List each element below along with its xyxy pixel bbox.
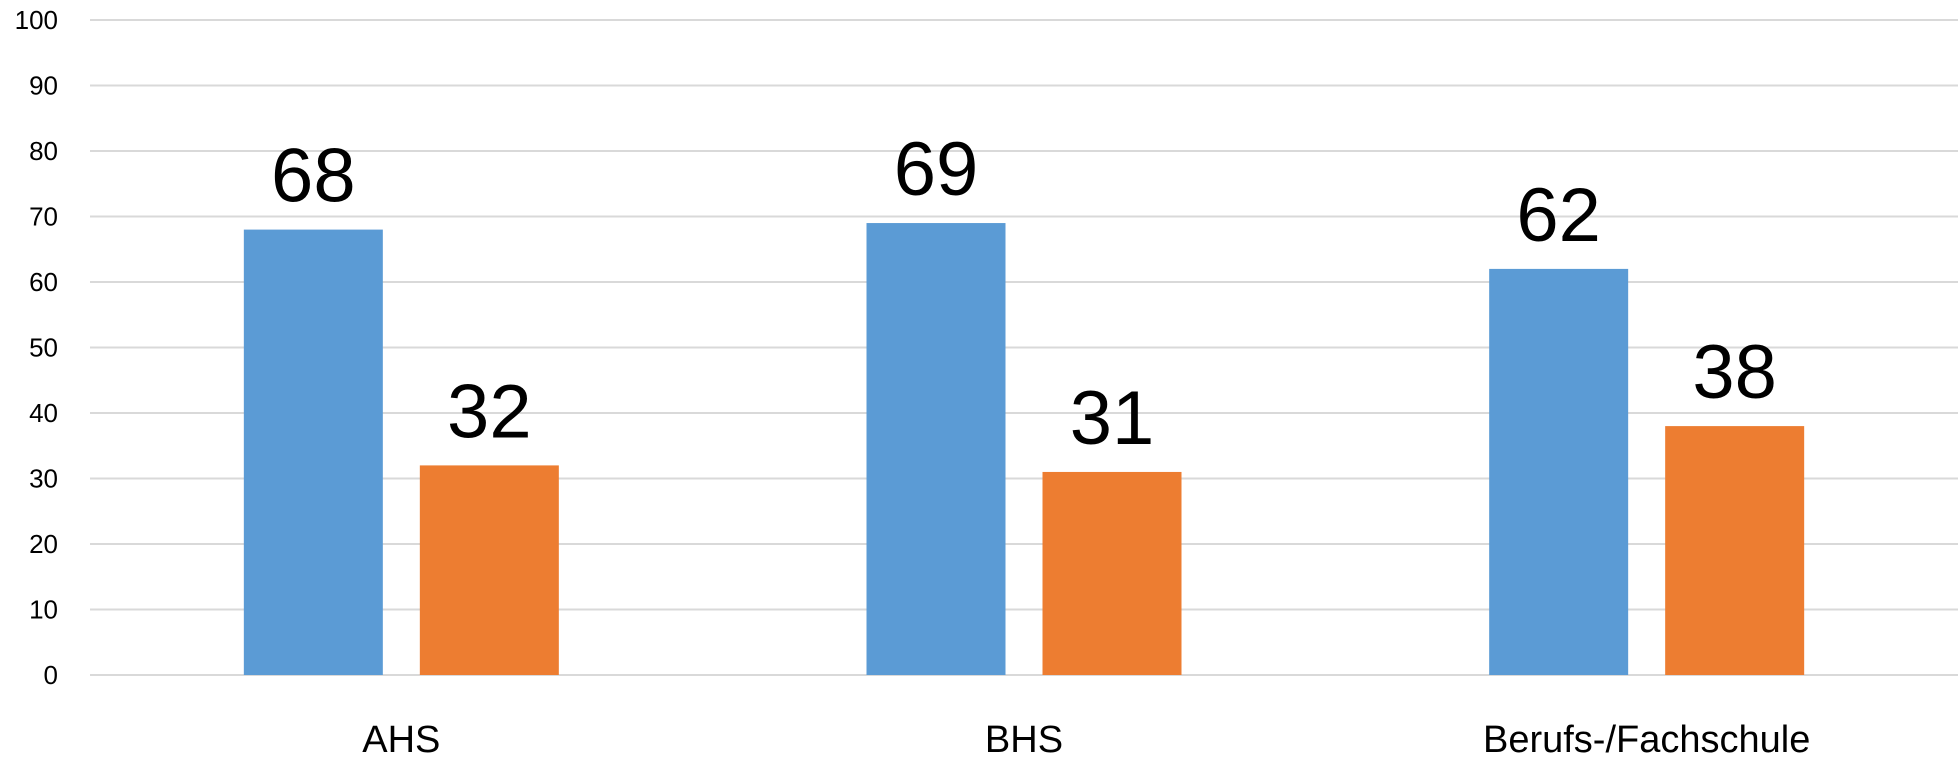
data-label: 69: [894, 127, 979, 212]
bar-series2-ahs: [419, 465, 559, 675]
y-tick-label: 50: [29, 333, 58, 363]
bar-series2-bhs: [1042, 471, 1182, 675]
y-tick-label: 0: [44, 660, 58, 690]
y-axis-ticks: 0 10 20 30 40 50 60 70 80 90 100: [15, 5, 58, 690]
y-tick-label: 70: [29, 202, 58, 232]
data-label: 68: [271, 134, 356, 219]
x-tick-label: AHS: [362, 719, 440, 758]
data-labels: 68 32 69 31 62 38: [271, 127, 1777, 461]
gridlines: [90, 19, 1958, 676]
y-tick-label: 90: [29, 71, 58, 101]
y-tick-label: 60: [29, 267, 58, 297]
y-tick-label: 20: [29, 529, 58, 559]
y-tick-label: 10: [29, 595, 58, 625]
x-tick-label: BHS: [985, 719, 1063, 758]
bar-series1-berufs-fachschule: [1489, 268, 1629, 675]
x-tick-label: Berufs-/Fachschule: [1483, 719, 1810, 758]
bar-series2-berufs-fachschule: [1665, 426, 1805, 675]
y-tick-label: 80: [29, 136, 58, 166]
y-tick-label: 40: [29, 398, 58, 428]
y-tick-label: 30: [29, 464, 58, 494]
bar-series1-ahs: [243, 229, 383, 675]
data-label: 62: [1516, 173, 1601, 258]
bars: [243, 223, 1805, 676]
data-label: 32: [447, 369, 532, 454]
data-label: 38: [1692, 330, 1777, 415]
bar-series1-bhs: [866, 223, 1006, 676]
data-label: 31: [1070, 376, 1155, 461]
x-axis-ticks: AHS BHS Berufs-/Fachschule: [362, 719, 1810, 758]
y-tick-label: 100: [15, 5, 58, 35]
